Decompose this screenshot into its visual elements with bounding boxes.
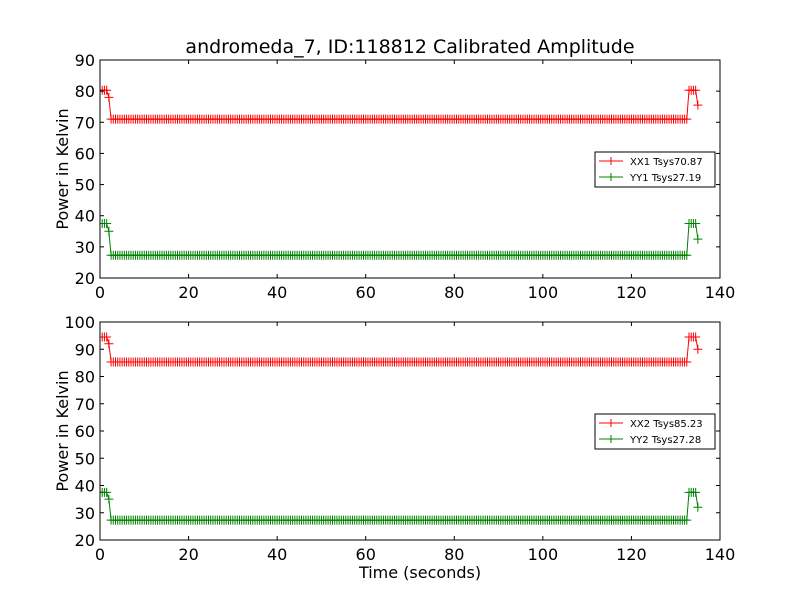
figure-title: andromeda_7, ID:118812 Calibrated Amplit… xyxy=(185,36,634,58)
y-tick-label: 100 xyxy=(64,313,95,332)
y-tick-label: 50 xyxy=(75,449,95,468)
y-tick-label: 80 xyxy=(75,82,95,101)
data-point-marker xyxy=(693,234,703,244)
data-point-marker xyxy=(104,92,114,102)
x-tick-label: 80 xyxy=(444,545,464,564)
series-yy xyxy=(100,487,703,525)
x-tick-label: 80 xyxy=(444,283,464,302)
data-point-marker xyxy=(693,344,703,354)
series-xx xyxy=(100,85,703,124)
data-point-marker xyxy=(691,85,701,95)
y-tick-label: 70 xyxy=(75,395,95,414)
legend-marker xyxy=(607,435,615,443)
legend-box xyxy=(594,151,716,188)
data-point-marker xyxy=(693,502,703,512)
data-point-marker xyxy=(104,226,114,236)
series-yy xyxy=(100,219,703,260)
y-tick-label: 90 xyxy=(75,340,95,359)
data-point-marker xyxy=(104,494,114,504)
y-axis-label: Power in Kelvin xyxy=(53,370,72,491)
y-tick-label: 60 xyxy=(75,422,95,441)
y-tick-label: 60 xyxy=(75,144,95,163)
x-tick-label: 140 xyxy=(705,283,736,302)
top-subplot: 0 20 40 60 80 100 120 1402030405060708090Power … xyxy=(53,51,735,302)
y-tick-label: 80 xyxy=(75,368,95,387)
y-tick-label: 20 xyxy=(75,269,95,288)
legend-marker xyxy=(607,173,615,181)
x-tick-label: 0 xyxy=(95,545,105,564)
data-point-marker xyxy=(682,515,692,525)
y-tick-label: 30 xyxy=(75,238,95,257)
y-tick-label: 50 xyxy=(75,176,95,195)
data-point-marker xyxy=(102,332,112,342)
y-axis-label: Power in Kelvin xyxy=(53,108,72,229)
axes-frame xyxy=(99,59,721,279)
x-tick-label: 60 xyxy=(356,283,376,302)
data-point-marker xyxy=(682,250,692,260)
x-tick-label: 140 xyxy=(705,545,736,564)
data-point-marker xyxy=(693,100,703,110)
data-point-marker xyxy=(102,85,112,95)
x-tick-label: 100 xyxy=(528,283,559,302)
legend-marker xyxy=(607,157,615,165)
x-tick-label: 20 xyxy=(178,545,198,564)
legend: XX1 Tsys70.87 YY1 Tsys27.19 xyxy=(594,151,716,188)
x-tick-label: 40 xyxy=(267,545,287,564)
data-point-marker xyxy=(682,357,692,367)
legend-entry-label: XX1 Tsys70.87 xyxy=(630,157,703,168)
data-point-marker xyxy=(691,219,701,228)
bottom-subplot: 0 20 40 60 80 100 120 1402030405060708090100Pow… xyxy=(53,313,735,582)
y-tick-label: 90 xyxy=(75,51,95,70)
legend: XX2 Tsys85.23 YY2 Tsys27.28 xyxy=(594,413,716,450)
x-axis-label: Time (seconds) xyxy=(358,563,481,582)
data-point-marker xyxy=(691,332,701,342)
data-point-marker xyxy=(102,219,112,228)
legend-entry-label: XX2 Tsys85.23 xyxy=(630,419,703,430)
x-tick-label: 40 xyxy=(267,283,287,302)
data-point-marker xyxy=(682,114,692,124)
y-tick-label: 40 xyxy=(75,207,95,226)
x-tick-label: 120 xyxy=(616,283,647,302)
legend-box xyxy=(594,413,716,450)
data-point-marker xyxy=(691,487,701,497)
series-xx xyxy=(100,332,703,367)
legend-marker xyxy=(607,419,615,427)
data-point-marker xyxy=(102,487,112,497)
x-tick-label: 0 xyxy=(95,283,105,302)
x-tick-label: 20 xyxy=(178,283,198,302)
x-tick-label: 120 xyxy=(616,545,647,564)
data-point-marker xyxy=(104,339,114,349)
y-tick-label: 40 xyxy=(75,477,95,496)
legend-entry-label: YY1 Tsys27.19 xyxy=(629,173,701,184)
y-tick-label: 30 xyxy=(75,504,95,523)
x-tick-label: 100 xyxy=(528,545,559,564)
legend-entry-label: YY2 Tsys27.28 xyxy=(629,435,701,446)
y-tick-label: 20 xyxy=(75,531,95,550)
x-tick-label: 60 xyxy=(356,545,376,564)
y-tick-label: 70 xyxy=(75,113,95,132)
